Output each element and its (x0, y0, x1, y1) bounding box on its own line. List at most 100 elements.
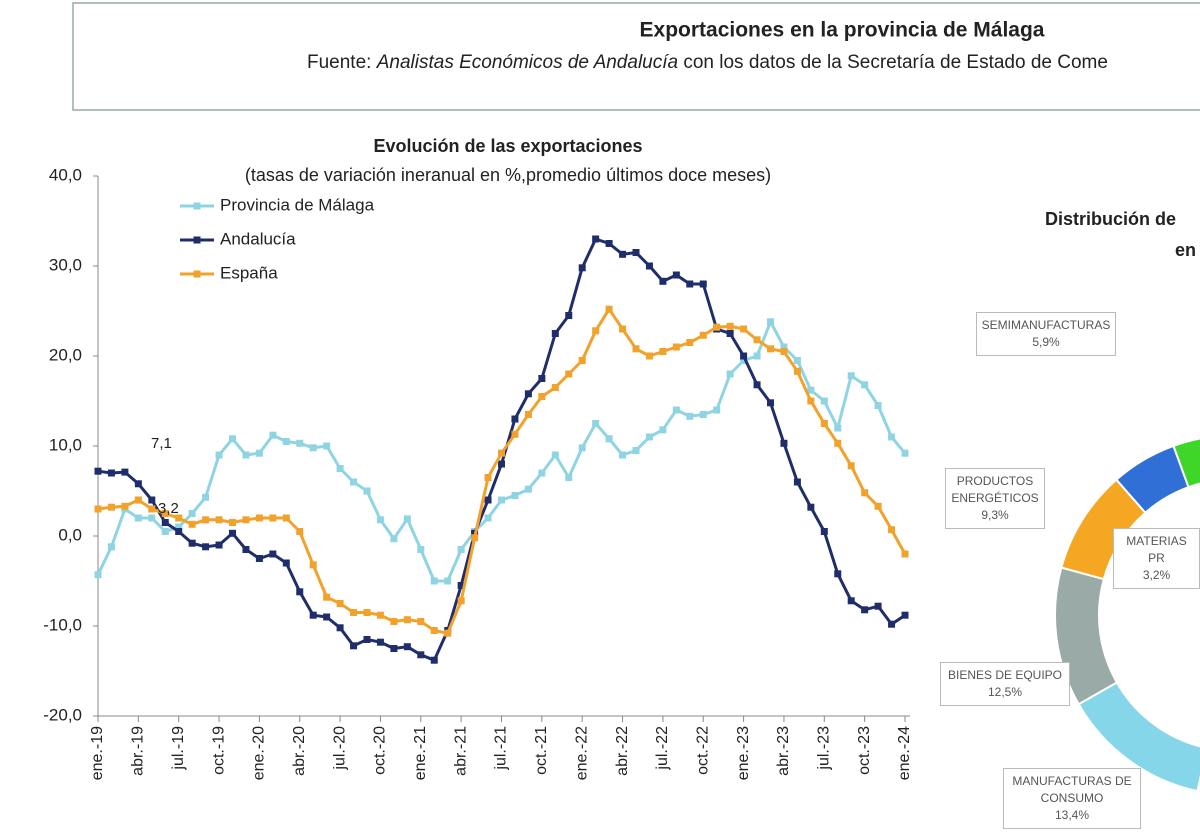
point (430, 577, 438, 585)
point (793, 478, 801, 486)
point (511, 430, 519, 438)
donut-category: MATERIAS PR (1126, 534, 1187, 565)
legend-marker (193, 270, 201, 278)
legend-marker (193, 202, 201, 210)
point (417, 651, 425, 659)
point (565, 370, 573, 378)
point (309, 611, 317, 619)
point (229, 529, 236, 537)
point (94, 571, 102, 579)
point (121, 468, 129, 476)
point (148, 514, 156, 522)
point (605, 435, 613, 443)
point (793, 367, 801, 375)
point (874, 402, 882, 409)
x-tick-label: oct.-20 (372, 726, 389, 775)
point (229, 519, 236, 526)
chart-title: Evolución de las exportaciones (373, 136, 642, 156)
donut-slice (1077, 681, 1200, 793)
point (282, 438, 290, 445)
point (215, 541, 223, 549)
point (686, 412, 694, 420)
header-box (72, 2, 1200, 111)
donut-category: PRODUCTOS ENERGÉTICOS (951, 474, 1039, 505)
point (350, 609, 358, 616)
point (780, 439, 788, 447)
point (498, 496, 505, 504)
point (901, 550, 909, 558)
point (134, 496, 142, 504)
x-tick-label: jul.-19 (170, 726, 187, 771)
donut-value-label: 3,2% (1142, 568, 1171, 582)
point (753, 352, 761, 360)
point (94, 505, 102, 513)
point (498, 460, 505, 468)
point (457, 597, 465, 605)
point (430, 627, 438, 634)
point (444, 577, 452, 585)
x-tick-label: jul.-23 (816, 726, 833, 771)
x-tick-label: ene.-24 (896, 726, 913, 780)
x-tick-label: abr.-22 (614, 726, 631, 776)
point (874, 602, 882, 610)
point (148, 496, 156, 504)
point (659, 277, 667, 285)
point (107, 543, 115, 551)
point (457, 546, 465, 553)
point (403, 616, 411, 624)
point (538, 393, 546, 400)
point (686, 339, 694, 346)
point (726, 370, 734, 378)
x-tick-label: abr.-19 (130, 726, 147, 776)
point (229, 435, 236, 443)
point (740, 325, 748, 333)
point (632, 249, 640, 256)
point (645, 352, 653, 360)
point (296, 588, 304, 596)
point (161, 519, 169, 526)
point (484, 474, 492, 481)
point (847, 372, 855, 380)
point (592, 327, 600, 335)
x-tick-label: ene.-19 (89, 726, 106, 780)
point (861, 489, 869, 497)
point (713, 406, 721, 414)
point (726, 330, 734, 337)
point (592, 420, 600, 427)
x-tick-label: jul.-20 (331, 726, 348, 771)
x-tick-label: abr.-20 (291, 726, 308, 776)
donut-title: en (1175, 240, 1196, 260)
point (834, 570, 842, 578)
point (403, 643, 411, 651)
point (390, 535, 398, 543)
point (336, 624, 344, 632)
point (350, 642, 358, 650)
legend-label: Provincia de Málaga (220, 195, 375, 214)
x-tick-label: abr.-21 (452, 726, 469, 776)
x-tick-label: ene.-20 (251, 726, 268, 780)
point (498, 449, 505, 457)
point (659, 426, 667, 434)
point (780, 343, 788, 351)
point (255, 449, 263, 457)
point (753, 336, 761, 344)
point (417, 618, 425, 625)
point (820, 420, 828, 427)
point (592, 235, 600, 243)
point (376, 516, 384, 524)
point (699, 280, 707, 288)
donut-category: SEMIMANUFACTURAS (981, 318, 1111, 332)
point (242, 451, 250, 459)
legend-label: Andalucía (220, 229, 296, 248)
point (578, 444, 586, 452)
donut-value-label: 12,5% (987, 685, 1023, 699)
point (672, 406, 680, 414)
point (296, 439, 304, 447)
point (202, 516, 210, 524)
point (215, 451, 223, 459)
header-title: Exportaciones en la provincia de Málaga (640, 19, 1045, 42)
x-tick-label: oct.-22 (694, 726, 711, 775)
point (309, 561, 317, 569)
donut-label: PRODUCTOS ENERGÉTICOS 9,3% (945, 468, 1045, 529)
point (161, 510, 169, 517)
